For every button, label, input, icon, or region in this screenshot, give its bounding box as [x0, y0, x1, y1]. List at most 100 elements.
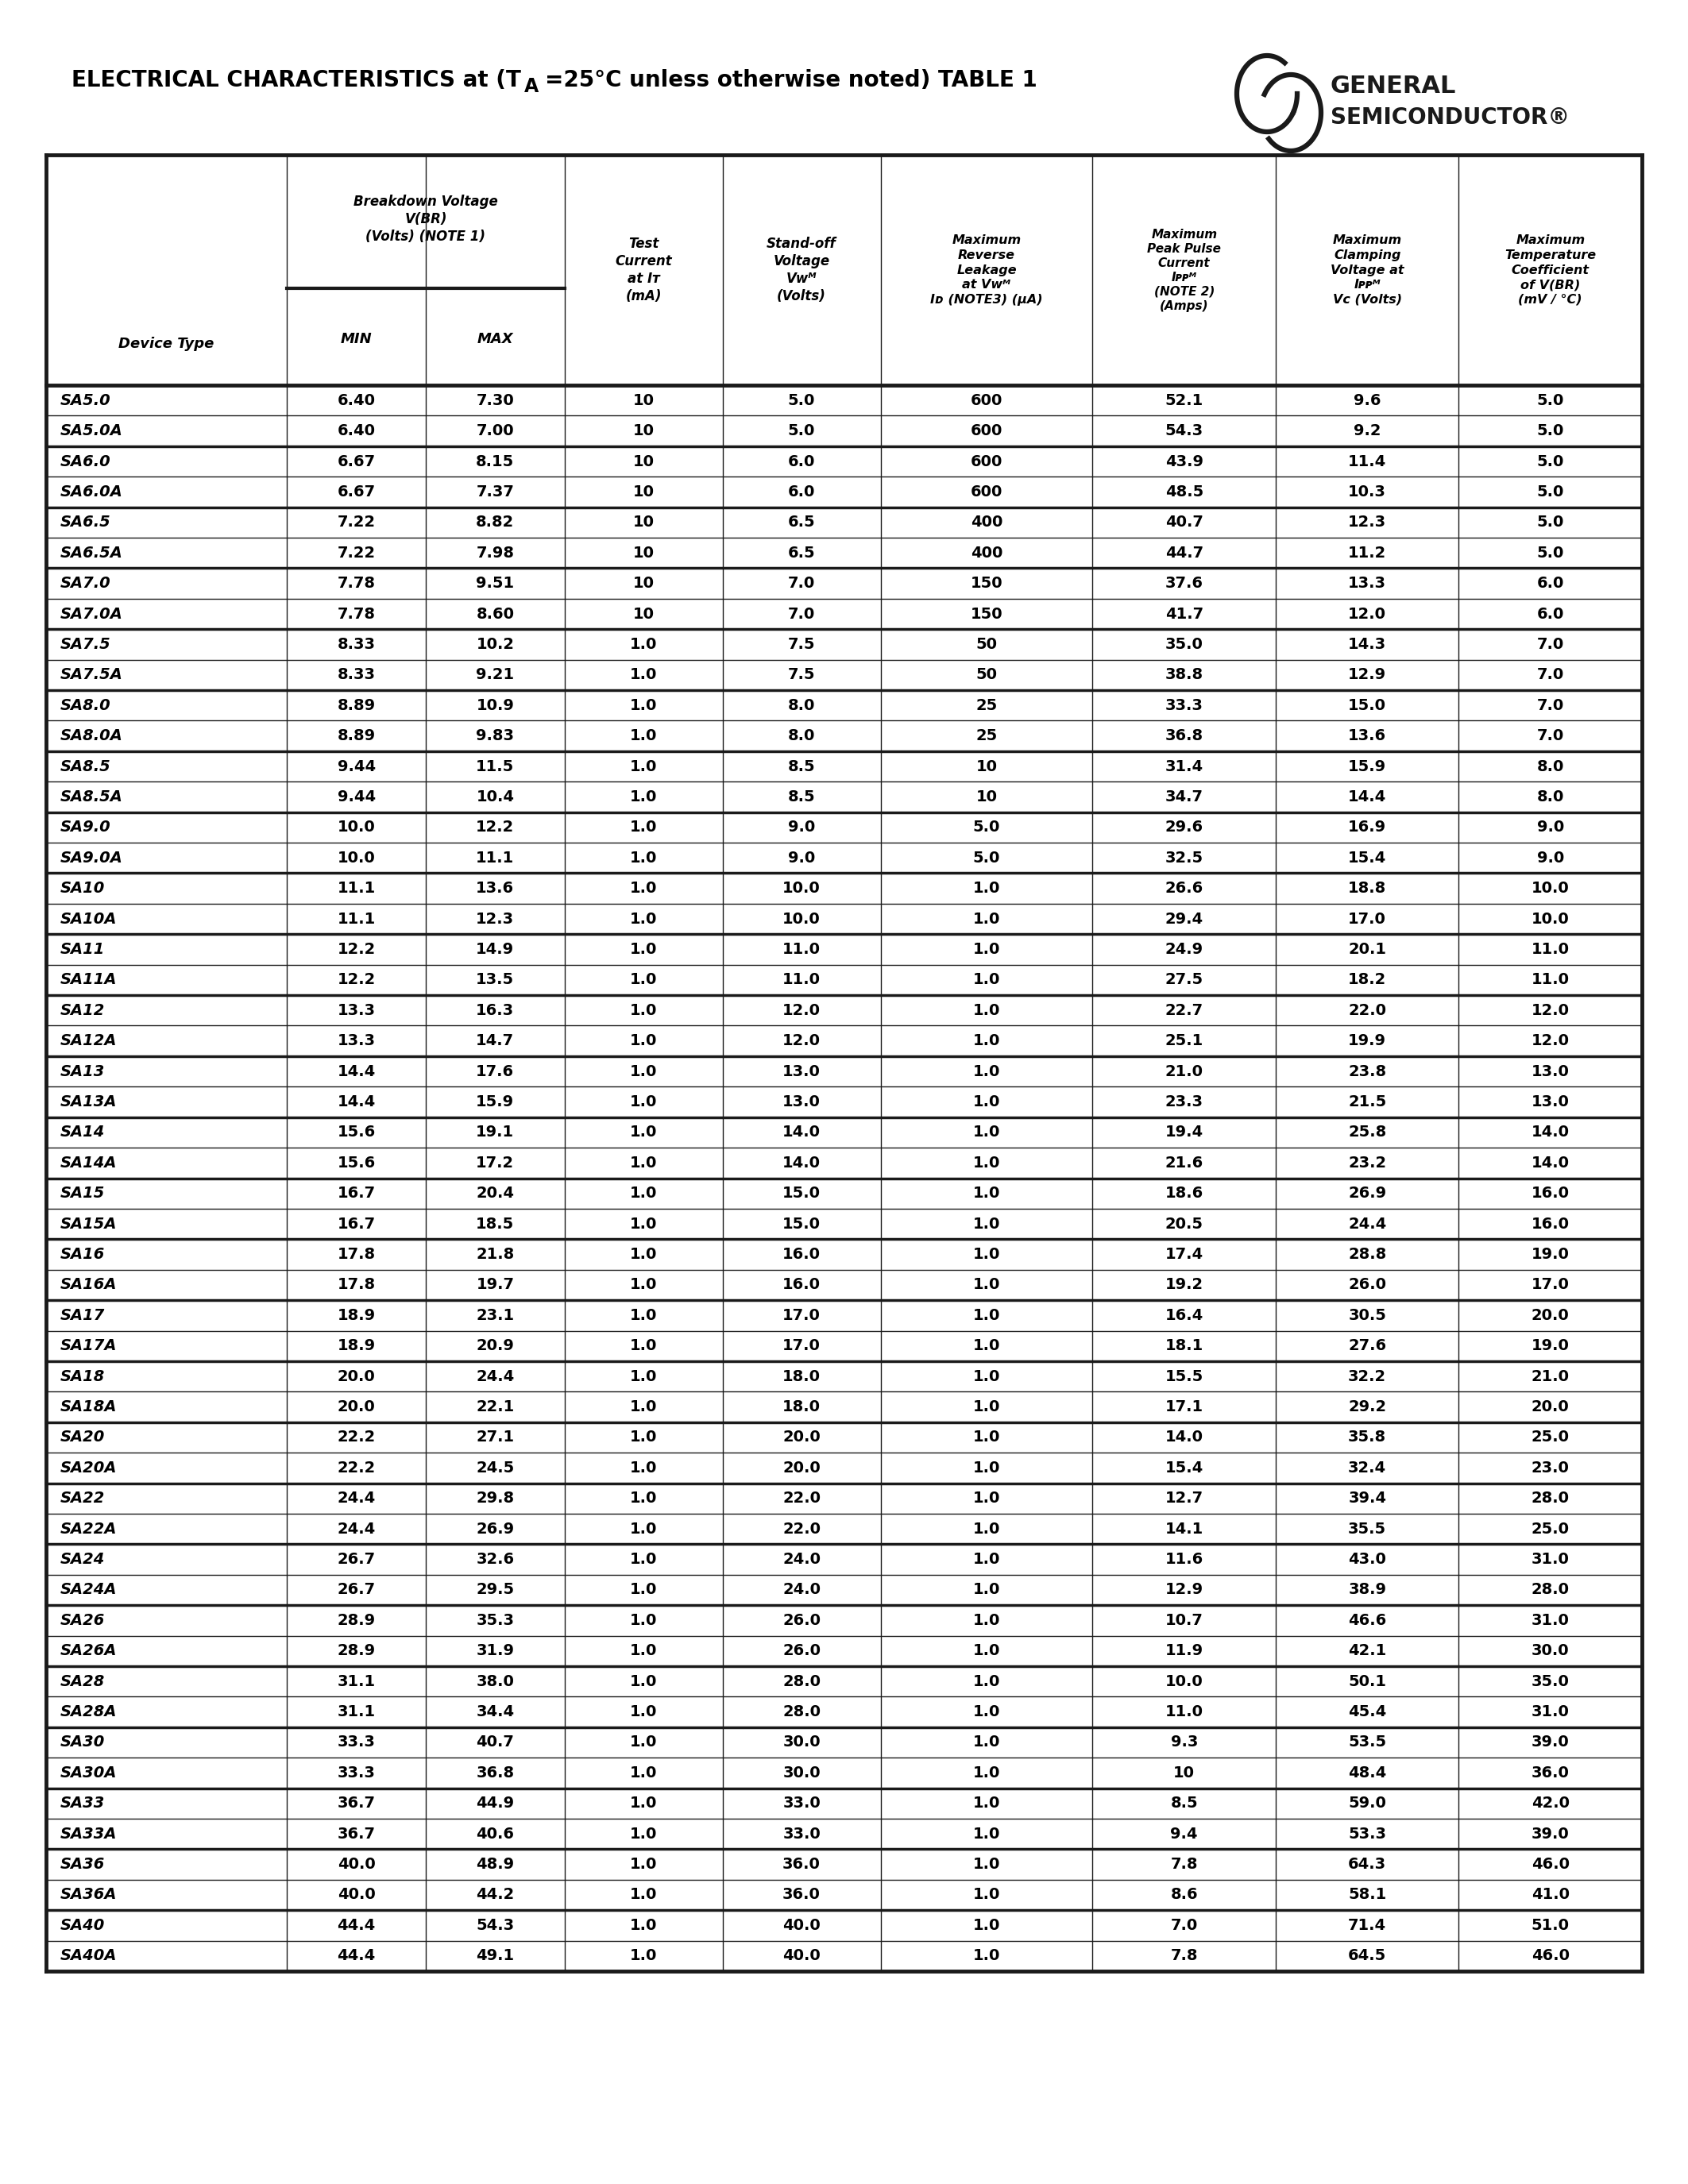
Text: 11.0: 11.0 — [783, 972, 820, 987]
Text: 600: 600 — [971, 393, 1003, 408]
Text: 27.1: 27.1 — [476, 1431, 515, 1446]
Text: 15.0: 15.0 — [1349, 699, 1386, 712]
Text: 36.8: 36.8 — [476, 1765, 515, 1780]
Text: 43.9: 43.9 — [1165, 454, 1204, 470]
Text: 51.0: 51.0 — [1531, 1918, 1570, 1933]
Text: 1.0: 1.0 — [630, 1948, 657, 1963]
Text: 11.0: 11.0 — [783, 941, 820, 957]
Text: SA12A: SA12A — [61, 1033, 116, 1048]
Text: 40.0: 40.0 — [338, 1856, 375, 1872]
Text: 7.8: 7.8 — [1170, 1948, 1198, 1963]
Text: 5.0: 5.0 — [1536, 546, 1565, 561]
Text: 13.6: 13.6 — [476, 880, 515, 895]
Text: 7.37: 7.37 — [476, 485, 515, 500]
Text: Maximum
Clamping
Voltage at
Iᴘᴘᴹ
Vᴄ (Volts): Maximum Clamping Voltage at Iᴘᴘᴹ Vᴄ (Vol… — [1330, 234, 1404, 306]
Text: 7.22: 7.22 — [338, 515, 375, 531]
Text: 1.0: 1.0 — [972, 1125, 1001, 1140]
Text: SA7.0A: SA7.0A — [61, 607, 123, 622]
Text: 1.0: 1.0 — [630, 1186, 657, 1201]
Text: 1.0: 1.0 — [972, 880, 1001, 895]
Text: 32.6: 32.6 — [476, 1553, 515, 1566]
Text: 1.0: 1.0 — [630, 1734, 657, 1749]
Text: 8.0: 8.0 — [1536, 758, 1565, 773]
Text: 10.0: 10.0 — [1531, 880, 1570, 895]
Text: 6.0: 6.0 — [1536, 607, 1565, 622]
Text: 8.15: 8.15 — [476, 454, 515, 470]
Text: 22.0: 22.0 — [783, 1492, 820, 1507]
Text: 1.0: 1.0 — [630, 699, 657, 712]
Text: SA7.0: SA7.0 — [61, 577, 111, 592]
Text: 9.0: 9.0 — [1536, 819, 1565, 834]
Text: SA6.5A: SA6.5A — [61, 546, 123, 561]
Text: 8.0: 8.0 — [788, 729, 815, 743]
Text: 36.7: 36.7 — [338, 1795, 375, 1811]
Text: 1.0: 1.0 — [630, 1002, 657, 1018]
Text: 34.4: 34.4 — [476, 1704, 515, 1719]
Text: 7.30: 7.30 — [476, 393, 515, 408]
Text: 6.0: 6.0 — [1536, 577, 1565, 592]
Text: 1.0: 1.0 — [630, 1856, 657, 1872]
Text: 1.0: 1.0 — [630, 758, 657, 773]
Text: 21.5: 21.5 — [1349, 1094, 1386, 1109]
Text: 5.0: 5.0 — [1536, 454, 1565, 470]
Text: 42.0: 42.0 — [1531, 1795, 1570, 1811]
Text: SA9.0A: SA9.0A — [61, 850, 123, 865]
Text: 33.0: 33.0 — [783, 1826, 820, 1841]
Text: SA24A: SA24A — [61, 1583, 116, 1597]
Text: 6.40: 6.40 — [338, 393, 375, 408]
Text: 28.0: 28.0 — [1531, 1492, 1570, 1507]
Text: 11.4: 11.4 — [1349, 454, 1386, 470]
Text: 35.0: 35.0 — [1531, 1673, 1570, 1688]
Text: 1.0: 1.0 — [972, 1856, 1001, 1872]
Text: 17.1: 17.1 — [1165, 1400, 1204, 1415]
Text: Test
Current
at Iᴛ
(mA): Test Current at Iᴛ (mA) — [614, 236, 672, 304]
Text: 10.0: 10.0 — [1531, 911, 1570, 926]
Text: 1.0: 1.0 — [630, 1583, 657, 1597]
Text: 10.3: 10.3 — [1349, 485, 1386, 500]
Text: SA36: SA36 — [61, 1856, 105, 1872]
Text: SA8.0: SA8.0 — [61, 699, 111, 712]
Text: 12.2: 12.2 — [476, 819, 515, 834]
Text: 25: 25 — [976, 729, 998, 743]
Text: 33.3: 33.3 — [338, 1765, 375, 1780]
Text: 1.0: 1.0 — [972, 1216, 1001, 1232]
Text: 12.7: 12.7 — [1165, 1492, 1204, 1507]
Text: 1.0: 1.0 — [972, 1002, 1001, 1018]
Text: 29.5: 29.5 — [476, 1583, 515, 1597]
Text: 1.0: 1.0 — [630, 1369, 657, 1385]
Text: 15.9: 15.9 — [476, 1094, 515, 1109]
Text: 19.2: 19.2 — [1165, 1278, 1204, 1293]
Text: SA16: SA16 — [61, 1247, 105, 1262]
Text: 1.0: 1.0 — [972, 1400, 1001, 1415]
Text: 28.0: 28.0 — [1531, 1583, 1570, 1597]
Text: 400: 400 — [971, 515, 1003, 531]
Text: 5.0: 5.0 — [1536, 424, 1565, 439]
Text: 28.9: 28.9 — [338, 1612, 375, 1627]
Text: 24.4: 24.4 — [1349, 1216, 1386, 1232]
Text: 20.0: 20.0 — [783, 1461, 820, 1476]
Text: 44.4: 44.4 — [338, 1948, 375, 1963]
Text: 29.8: 29.8 — [476, 1492, 515, 1507]
Text: SA33: SA33 — [61, 1795, 105, 1811]
Text: 25.1: 25.1 — [1165, 1033, 1204, 1048]
Text: 48.9: 48.9 — [476, 1856, 515, 1872]
Text: 1.0: 1.0 — [630, 1887, 657, 1902]
Text: 1.0: 1.0 — [972, 1612, 1001, 1627]
Text: 1.0: 1.0 — [630, 1155, 657, 1171]
Text: 10.0: 10.0 — [338, 850, 375, 865]
Text: 49.1: 49.1 — [476, 1948, 515, 1963]
Text: 400: 400 — [971, 546, 1003, 561]
Text: 1.0: 1.0 — [972, 1765, 1001, 1780]
Text: 600: 600 — [971, 454, 1003, 470]
Text: SA8.5A: SA8.5A — [61, 788, 123, 804]
Text: 7.78: 7.78 — [338, 577, 375, 592]
Text: 22.0: 22.0 — [1349, 1002, 1386, 1018]
Text: 25: 25 — [976, 699, 998, 712]
Text: 31.0: 31.0 — [1531, 1612, 1570, 1627]
Text: 10: 10 — [633, 393, 655, 408]
Text: 1.0: 1.0 — [630, 880, 657, 895]
Text: 6.5: 6.5 — [788, 546, 815, 561]
Text: 12.3: 12.3 — [476, 911, 515, 926]
Text: 28.0: 28.0 — [783, 1704, 820, 1719]
Text: 8.6: 8.6 — [1170, 1887, 1198, 1902]
